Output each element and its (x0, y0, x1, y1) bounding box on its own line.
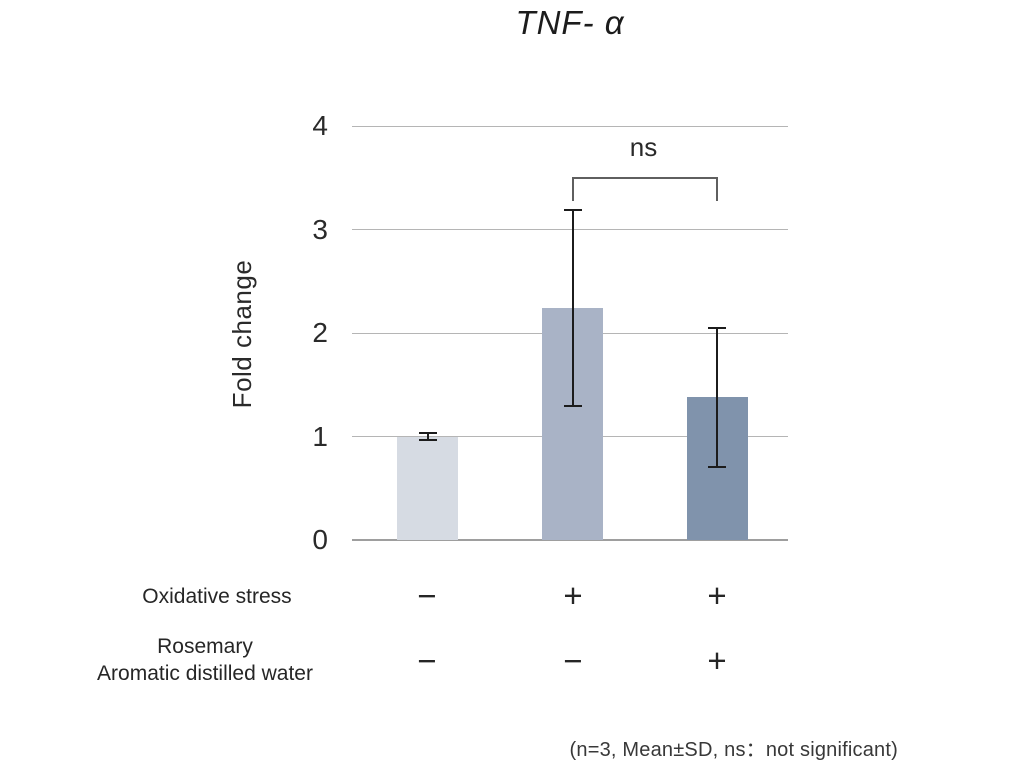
gridline-y-3 (352, 229, 788, 230)
x-axis-line (352, 539, 788, 541)
condition-sign-rosemary-bar1: − (417, 642, 437, 679)
error-bar-1-cap-bottom (418, 438, 437, 441)
error-bar-1-cap-top (418, 432, 437, 435)
condition-sign-oxidative-stress-bar3: + (707, 577, 727, 614)
condition-row-label-rosemary-water: Rosemary Aromatic distilled water (50, 633, 360, 687)
error-bar-3-cap-bottom (708, 465, 726, 468)
condition-sign-rosemary-bar3: + (707, 642, 727, 679)
bar-1 (397, 436, 458, 540)
error-bar-2-cap-top (563, 208, 582, 211)
error-bar-2-line (571, 209, 574, 407)
condition-row2-line2: Aromatic distilled water (97, 662, 313, 685)
condition-sign-oxidative-stress-bar1: − (417, 577, 437, 614)
y-tick-label-4: 4 (312, 110, 328, 141)
condition-sign-rosemary-bar2: − (563, 642, 583, 679)
y-tick-label-1: 1 (312, 420, 328, 452)
gridline-y-4 (352, 125, 788, 127)
condition-row1-text: Oxidative stress (142, 585, 292, 608)
y-tick-label-0: 0 (312, 524, 328, 555)
error-bar-1-line (426, 433, 429, 440)
error-bar-3-cap-top (708, 326, 726, 329)
error-bar-3-line (716, 327, 718, 467)
chart-title: TNF- α (515, 4, 625, 41)
condition-sign-oxidative-stress-bar2: + (563, 577, 583, 614)
condition-row-label-oxidative-stress: Oxidative stress (62, 583, 372, 610)
significance-bracket-top (571, 177, 718, 179)
significance-bracket-right-drop (716, 177, 718, 201)
significance-bracket-left-drop (571, 177, 574, 201)
y-tick-label-2: 2 (312, 317, 328, 348)
footnote-stats-note: (n=3, Mean±SD, ns：not significant) (569, 739, 898, 761)
y-tick-label-3: 3 (312, 213, 328, 245)
significance-label: ns (629, 132, 658, 162)
condition-row2-line1: Rosemary (157, 635, 253, 658)
error-bar-2-cap-bottom (563, 405, 582, 408)
